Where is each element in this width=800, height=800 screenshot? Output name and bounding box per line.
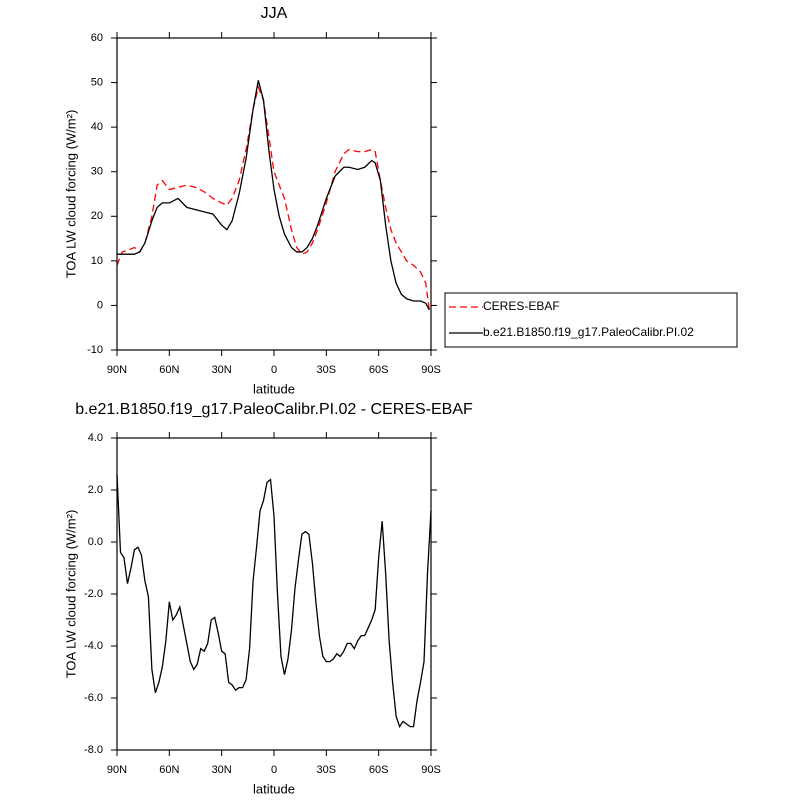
y-tick-label: -8.0 — [84, 744, 103, 756]
y-tick-label: 0 — [97, 299, 103, 311]
x-tick-label: 30N — [212, 364, 232, 376]
legend-box — [444, 292, 738, 348]
y-tick-label: -2.0 — [84, 588, 103, 600]
y-tick-label: 60 — [91, 32, 103, 44]
x-tick-label: 30S — [317, 764, 337, 776]
x-tick-label: 0 — [271, 364, 277, 376]
legend-label: CERES-EBAF — [483, 299, 560, 313]
y-tick-label: -4.0 — [84, 640, 103, 652]
x-tick-label: 60N — [159, 764, 179, 776]
y-tick-label: 20 — [91, 210, 103, 222]
y-axis-label: TOA LW cloud forcing (W/m²) — [63, 510, 78, 679]
y-tick-label: 4.0 — [88, 432, 103, 444]
x-tick-label: 60N — [159, 364, 179, 376]
legend-label: b.e21.B1850.f19_g17.PaleoCalibr.PI.02 — [483, 325, 694, 339]
x-tick-label: 60S — [369, 764, 389, 776]
y-tick-label: -10 — [87, 344, 103, 356]
y-axis-label: TOA LW cloud forcing (W/m²) — [63, 110, 78, 279]
x-tick-label: 30N — [212, 764, 232, 776]
data-line — [117, 80, 430, 311]
data-line — [116, 84, 430, 310]
x-tick-label: 30S — [317, 364, 337, 376]
y-tick-label: 0.0 — [88, 536, 103, 548]
plot-frame — [116, 437, 432, 751]
y-tick-label: 10 — [91, 255, 103, 267]
x-tick-label: 90S — [421, 764, 441, 776]
chart-title: b.e21.B1850.f19_g17.PaleoCalibr.PI.02 - … — [75, 401, 473, 418]
y-tick-label: 40 — [91, 121, 103, 133]
x-axis-label: latitude — [253, 781, 295, 796]
x-axis-label: latitude — [253, 381, 295, 396]
x-tick-label: 60S — [369, 364, 389, 376]
data-line — [116, 474, 432, 729]
y-tick-label: 2.0 — [88, 484, 103, 496]
x-tick-label: 90N — [107, 764, 127, 776]
plot-frame — [116, 37, 432, 351]
x-tick-label: 0 — [271, 764, 277, 776]
y-tick-label: -6.0 — [84, 692, 103, 704]
y-tick-label: 30 — [91, 166, 103, 178]
x-tick-label: 90N — [107, 364, 127, 376]
x-tick-label: 90S — [421, 364, 441, 376]
chart-title: JJA — [261, 5, 288, 22]
y-tick-label: 50 — [91, 76, 103, 88]
